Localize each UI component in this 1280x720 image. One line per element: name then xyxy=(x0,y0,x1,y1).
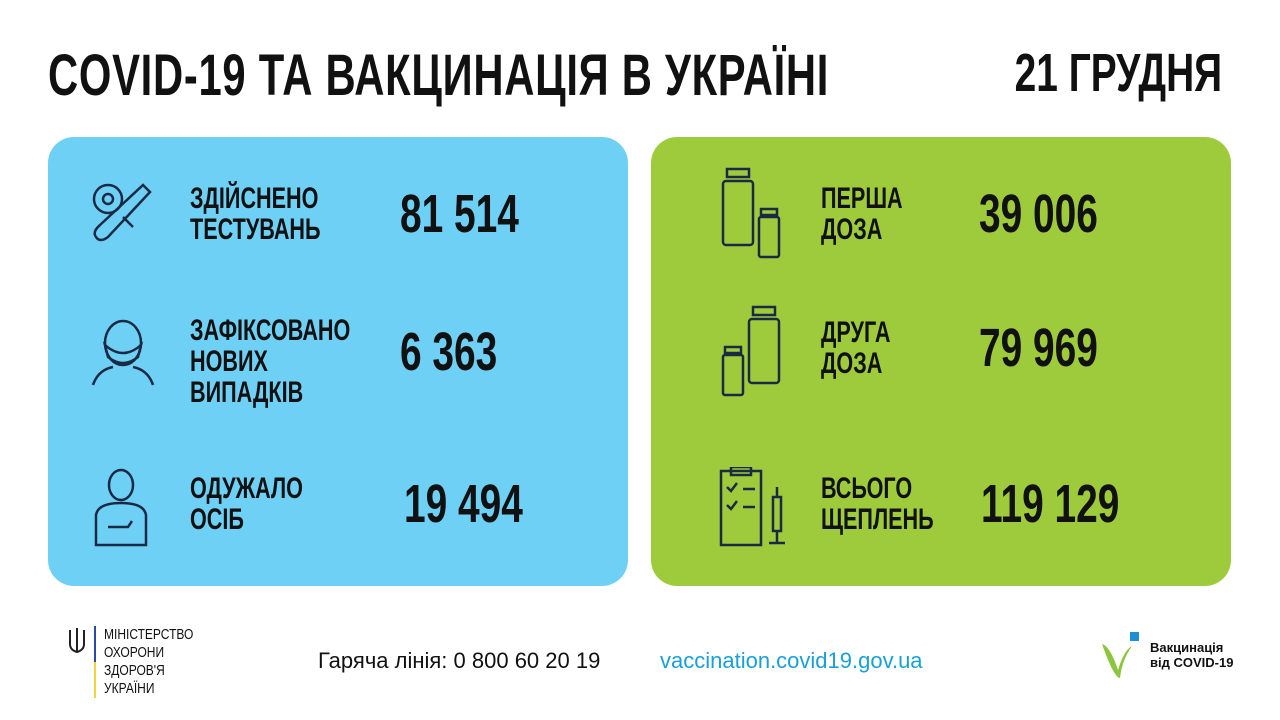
hotline: Гаряча лінія: 0 800 60 20 19 xyxy=(318,648,601,673)
second-dose-value: 79 969 xyxy=(979,318,1098,378)
vaccination-logo: Вакцинація від COVID-19 xyxy=(1100,630,1233,680)
recovered-person-icon xyxy=(94,468,148,547)
masked-person-icon xyxy=(91,319,155,386)
vaccine-vials-icon xyxy=(721,305,781,397)
vaccination-v-icon xyxy=(1102,632,1139,678)
vaccination-stats-panel: ПЕРША ДОЗА 39 006 ДРУГА ДОЗА 79 969 ВСЬОГО… xyxy=(651,137,1231,586)
trident-icon xyxy=(69,628,85,654)
new-cases-value: 6 363 xyxy=(400,322,498,382)
vaccine-vials-icon xyxy=(721,167,781,259)
first-dose-value: 39 006 xyxy=(979,184,1098,244)
clipboard-syringe-icon xyxy=(719,467,785,547)
total-vaccinations-value: 119 129 xyxy=(981,474,1120,534)
recovered-value: 19 494 xyxy=(404,474,523,534)
covid-stats-panel: ЗДІЙСНЕНО ТЕСТУВАНЬ 81 514 ЗАФІКСОВАНО НОВ… xyxy=(48,137,628,586)
tests-value: 81 514 xyxy=(400,184,519,244)
test-tube-virus-icon xyxy=(92,183,152,242)
ministry-logo: МІНІСТЕРСТВО ОХОРОНИ ЗДОРОВ'Я УКРАЇНИ xyxy=(68,626,216,698)
page-title: COVID-19 ТА ВАКЦИНАЦІЯ В УКРАЇНІ xyxy=(48,43,830,108)
date: 21 ГРУДНЯ xyxy=(1014,43,1222,103)
website-link[interactable]: vaccination.covid19.gov.ua xyxy=(660,648,923,673)
